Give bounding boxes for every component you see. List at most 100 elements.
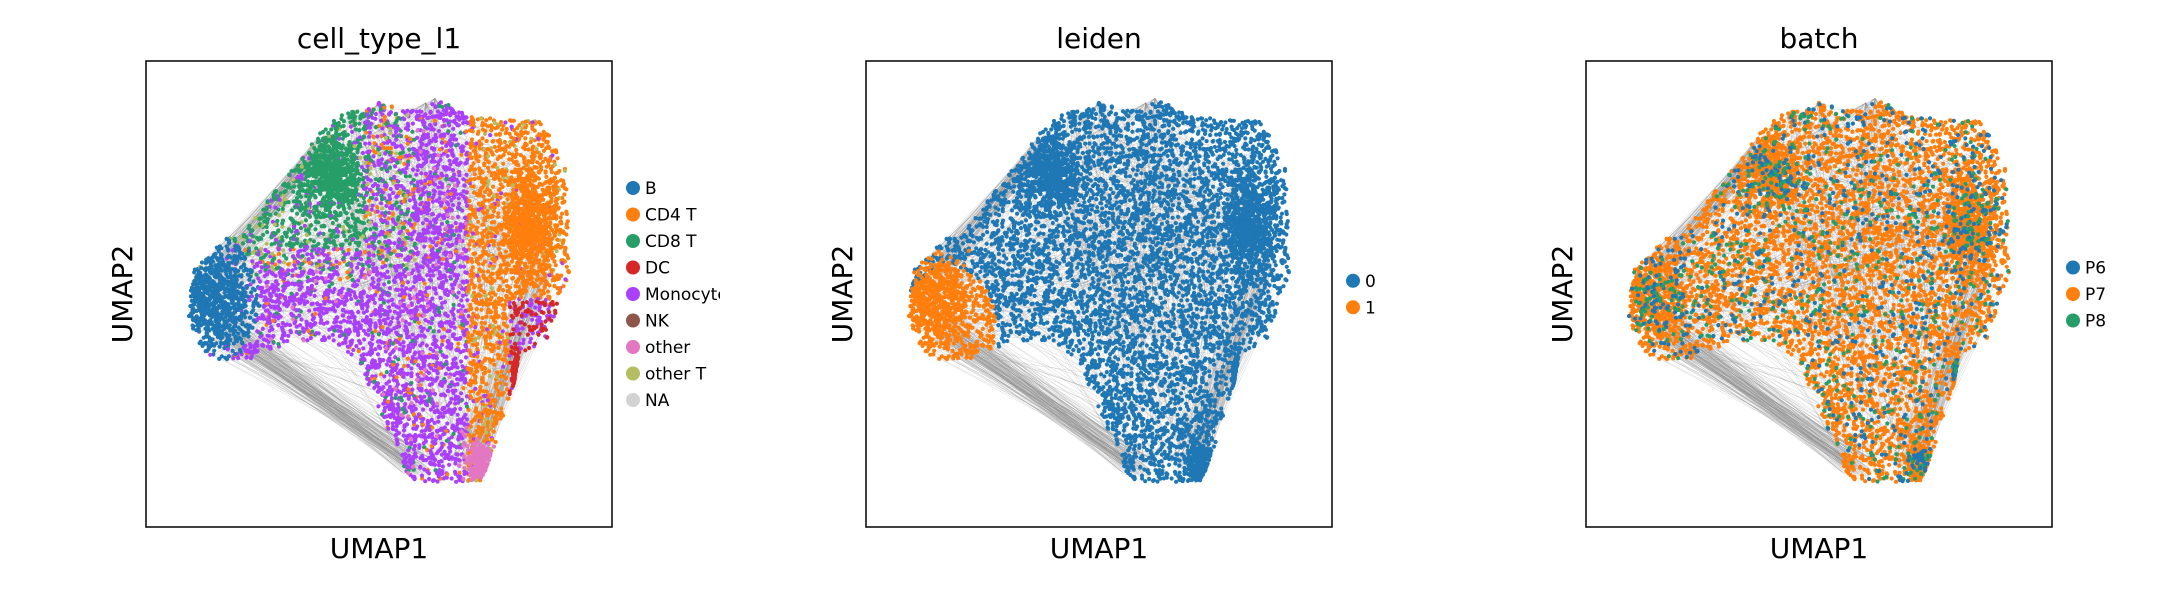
cell-point [346,251,351,256]
cell-point [294,324,299,329]
cell-point [397,231,402,236]
cell-point [350,278,355,283]
cell-point [431,329,436,334]
cell-point [388,131,393,136]
graph-edge [232,350,460,466]
cell-point [464,172,469,177]
cell-point [430,316,435,321]
cell-point [440,342,445,347]
cell-point [422,445,427,450]
cell-point [521,341,526,346]
cell-point [280,248,286,253]
cell-point [289,169,294,174]
cell-point [486,179,491,184]
cell-point [290,273,295,278]
cell-point [371,280,376,285]
cell-point [425,273,430,278]
cell-point [405,209,410,214]
graph-edge [204,159,312,261]
cell-point [441,151,447,156]
cell-point [486,154,491,159]
cell-point [429,321,434,326]
cell-point [373,292,378,297]
cell-point [404,325,409,330]
cell-point [514,151,519,157]
umap-panel-cell-type: cell_type_l1 UMAP1 UMAP2 B CD4 T CD8 T DC Mo… [0,0,720,600]
cell-point [420,142,425,147]
cell-point [357,121,362,126]
cell-point [441,476,446,481]
cell-point [410,121,415,126]
cell-point [464,370,469,375]
cell-point [367,149,372,154]
cell-point [449,396,454,401]
cell-point [470,116,475,121]
cell-point [428,273,433,278]
cell-point [414,262,419,267]
cell-point [464,141,469,146]
cell-point [331,228,336,233]
graph-edge [231,330,416,459]
graph-edge [214,283,462,301]
cell-point [376,332,381,337]
cell-point [270,327,275,332]
graph-edge [402,163,474,251]
cell-point [392,174,397,179]
cell-point [372,163,377,168]
cell-point [271,318,276,323]
cell-point [269,198,274,203]
cell-point [434,243,439,248]
graph-edge [299,172,321,317]
cell-point [360,150,365,156]
cell-point [352,293,358,298]
graph-edge [235,334,419,475]
cell-point [436,419,441,424]
cell-point [426,204,431,209]
cell-point [305,338,310,343]
cell-point [363,372,368,377]
cell-point [284,242,289,247]
cell-point [392,241,397,246]
cell-point [428,346,433,351]
cell-point [380,211,385,216]
cell-point [454,249,459,254]
cell-point [358,274,363,279]
cell-point [447,158,452,163]
cell-point [382,374,387,379]
graph-edge [208,337,427,473]
cell-point [404,166,409,171]
cell-point [243,348,248,353]
cell-point [494,132,499,137]
cell-point [475,117,480,122]
cell-point [384,370,389,375]
graph-edge [215,149,323,274]
graph-edge [232,336,430,469]
cell-point [482,422,487,427]
cell-point [389,396,394,401]
cell-point [357,128,362,133]
graph-edge [231,335,406,475]
cell-point [444,173,449,179]
cell-point [414,172,419,177]
cell-point [418,264,423,269]
cell-point [337,223,342,228]
cell-point [432,146,437,151]
cell-point [476,219,481,224]
cell-point [355,109,360,114]
cell-point [434,255,439,260]
cell-point [347,205,352,210]
cell-point [449,224,454,229]
cell-point [413,406,418,411]
graph-edge [245,330,409,462]
graph-edge [378,102,447,477]
cell-point [460,304,465,309]
graph-edge [234,331,421,475]
cell-point [387,286,393,291]
cell-point [405,141,410,146]
cell-point [528,297,534,303]
graph-edge [222,301,406,387]
cell-point [259,236,264,241]
cell-point [511,128,517,133]
cell-point [532,128,537,133]
cell-point [491,209,496,214]
